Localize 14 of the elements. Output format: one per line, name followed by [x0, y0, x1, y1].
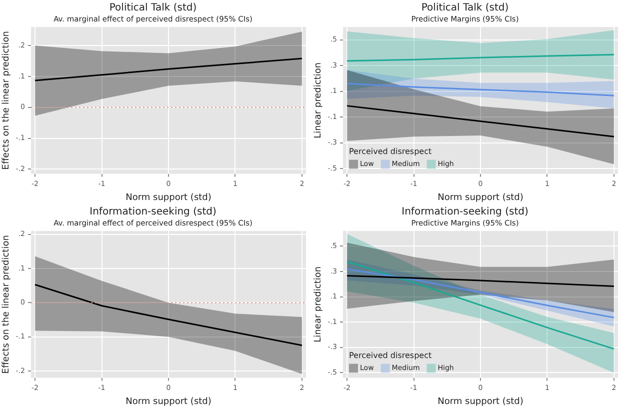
x-axis-title: Norm support (std) — [438, 396, 524, 407]
y-axis-title: Effects on the linear prediction — [2, 235, 12, 374]
x-axis-title: Norm support (std) — [126, 192, 212, 203]
chart-title: Political Talk (std) — [109, 2, 197, 14]
legend-title: Perceived disrespect — [349, 146, 432, 156]
y-axis-title: Linear prediction — [314, 62, 324, 138]
x-axis-title: Norm support (std) — [438, 192, 524, 203]
chart-title: Information-seeking (std) — [402, 206, 528, 218]
chart-title: Information-seeking (std) — [90, 206, 216, 218]
chart-title: Political Talk (std) — [421, 2, 509, 14]
y-axis-title: Linear prediction — [314, 266, 324, 342]
legend-title: Perceived disrespect — [349, 350, 432, 360]
x-axis-title: Norm support (std) — [126, 396, 212, 407]
y-axis-title: Effects on the linear prediction — [2, 31, 12, 170]
